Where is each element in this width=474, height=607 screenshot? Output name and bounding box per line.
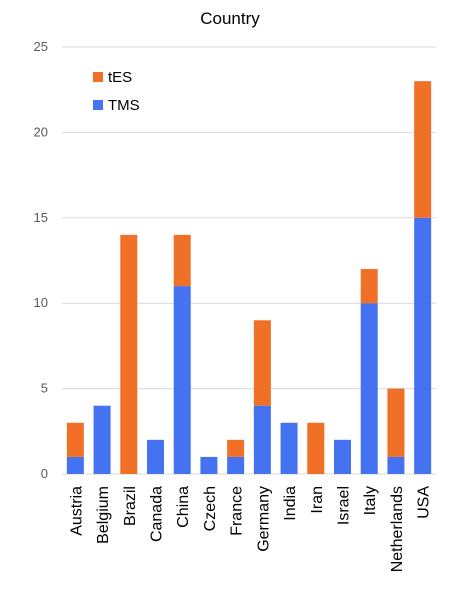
chart-title: Country <box>200 9 260 28</box>
x-tick-label: USA <box>416 486 433 519</box>
y-tick-label: 10 <box>34 295 48 310</box>
bar-tms-belgium <box>93 405 111 474</box>
bar-tes-france <box>227 439 245 457</box>
legend: tES TMS <box>93 69 140 114</box>
bar-tms-china <box>173 286 191 474</box>
bar-tes-italy <box>360 269 378 304</box>
legend-swatch-tms <box>93 100 103 110</box>
y-tick-label: 15 <box>34 210 48 225</box>
bar-tes-iran <box>307 422 325 474</box>
x-tick-label: Iran <box>309 486 326 514</box>
bar-tes-china <box>173 234 191 287</box>
bars <box>66 81 432 475</box>
y-tick-label: 5 <box>41 381 48 396</box>
x-tick-label: Brazil <box>122 486 139 526</box>
x-tick-label: Czech <box>202 486 219 531</box>
bar-tms-india <box>280 422 298 474</box>
y-tick-label: 20 <box>34 124 48 139</box>
legend-swatch-tes <box>93 72 103 82</box>
x-tick-label: Italy <box>362 486 379 515</box>
y-tick-label: 0 <box>41 466 48 481</box>
bar-tms-netherlands <box>387 456 405 474</box>
x-axis-labels: Austria Belgium Brazil Canada China Czech Fran… <box>68 486 432 573</box>
x-tick-label: India <box>282 486 299 521</box>
x-tick-label: Israel <box>336 486 353 525</box>
bar-tms-israel <box>334 439 351 474</box>
x-tick-label: Austria <box>68 486 85 536</box>
y-axis-ticks: 0 5 10 15 20 25 <box>34 39 48 481</box>
x-tick-label: Netherlands <box>389 486 406 572</box>
bar-tms-usa <box>414 217 432 475</box>
bar-tms-germany <box>253 405 271 474</box>
legend-label-tes: tES <box>108 69 132 86</box>
bar-tms-italy <box>360 303 378 474</box>
x-tick-label: France <box>229 486 246 536</box>
bar-tes-brazil <box>120 234 138 474</box>
bar-tes-germany <box>253 320 271 406</box>
bar-tms-canada <box>147 439 164 474</box>
y-tick-label: 25 <box>34 39 48 54</box>
x-tick-label: Belgium <box>95 486 112 544</box>
x-tick-label: Germany <box>255 486 272 552</box>
x-tick-label: China <box>175 486 192 528</box>
bar-tes-netherlands <box>387 388 405 457</box>
bar-tms-france <box>227 456 245 474</box>
bar-tms-czech <box>200 456 218 474</box>
bar-tms-austria <box>66 456 84 474</box>
bar-tes-austria <box>66 422 84 457</box>
legend-label-tms: TMS <box>108 97 140 114</box>
bar-tes-usa <box>414 81 432 218</box>
x-tick-label: Canada <box>149 486 166 542</box>
